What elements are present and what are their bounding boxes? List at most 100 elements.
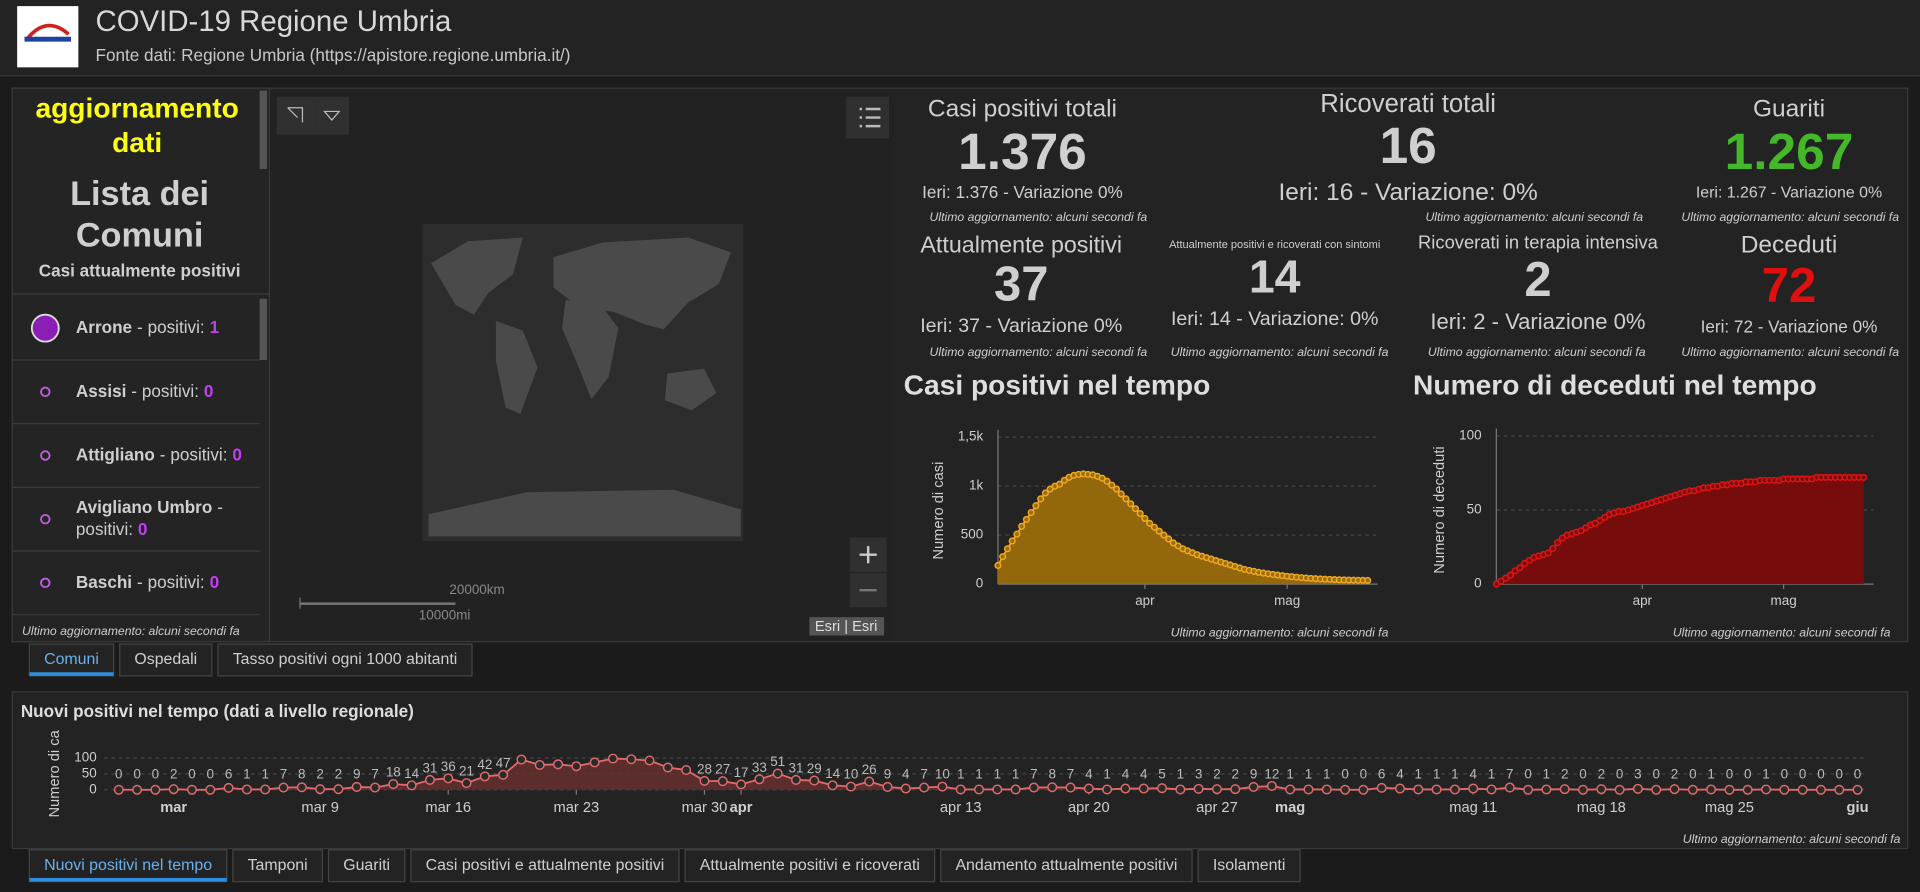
point xyxy=(1138,783,1149,794)
data-label: 3 xyxy=(1195,767,1202,782)
tab[interactable]: Attualmente positivi e ricoverati xyxy=(684,849,936,883)
data-label: 3 xyxy=(1634,767,1641,782)
x-tick-label: apr xyxy=(730,800,753,816)
data-label: 8 xyxy=(1048,767,1055,782)
dropdown-button[interactable] xyxy=(315,96,349,135)
header-subtitle: Fonte dati: Regione Umbria (https://apis… xyxy=(96,45,571,65)
point xyxy=(1193,783,1204,794)
point xyxy=(1008,537,1016,545)
tab[interactable]: Comuni xyxy=(28,643,115,677)
tab[interactable]: Nuovi positivi nel tempo xyxy=(28,849,228,883)
data-label: 1 xyxy=(1103,767,1110,782)
data-label: 27 xyxy=(715,762,730,777)
data-label: 9 xyxy=(884,767,891,782)
tab[interactable]: Isolamenti xyxy=(1197,849,1301,883)
data-label: 1 xyxy=(994,767,1001,782)
x-tick-label: mar xyxy=(160,800,187,816)
point xyxy=(1596,784,1607,795)
list-subtitle: Casi attualmente positivi xyxy=(39,260,241,280)
point xyxy=(845,781,856,792)
sidebar-heading: dati xyxy=(112,127,162,158)
attribution: Esri | Esri xyxy=(815,619,878,635)
point xyxy=(1285,784,1296,795)
data-label: 0 xyxy=(207,767,214,782)
point xyxy=(1860,473,1868,481)
comune-label: positivi: xyxy=(148,571,205,591)
point xyxy=(132,784,143,795)
tab-box xyxy=(410,849,680,883)
data-label: 2 xyxy=(170,767,177,782)
data-label: 10 xyxy=(935,767,950,782)
point xyxy=(1018,522,1026,530)
y-tick-label: 500 xyxy=(961,527,983,542)
point xyxy=(479,771,490,782)
data-label: 7 xyxy=(1067,767,1074,782)
data-label: 2 xyxy=(1561,767,1568,782)
point xyxy=(1230,784,1241,795)
x-tick-label: mar 23 xyxy=(553,800,599,816)
data-label: 1 xyxy=(1323,767,1330,782)
data-label: 7 xyxy=(280,767,287,782)
point xyxy=(1724,784,1735,795)
data-label: 4 xyxy=(902,767,910,782)
area xyxy=(118,758,1858,790)
x-tick-label: apr xyxy=(1135,593,1155,608)
data-label: 4 xyxy=(1469,767,1477,782)
indicator-subtitle: Ieri: 1.376 - Variazione 0% xyxy=(922,182,1123,202)
indicator-value: 72 xyxy=(1762,259,1816,313)
point xyxy=(1103,477,1111,485)
dropdown-icon xyxy=(323,110,341,121)
tab-box xyxy=(119,643,213,677)
point xyxy=(644,755,655,766)
point xyxy=(1022,515,1030,523)
point xyxy=(1003,545,1011,553)
tab[interactable]: Tamponi xyxy=(232,849,324,883)
separator: - xyxy=(217,497,223,517)
data-label: 12 xyxy=(1264,767,1279,782)
indicator-value: 37 xyxy=(994,258,1048,312)
sidebar-heading: aggiornamento xyxy=(35,93,238,124)
x-tick-label: mar 30 xyxy=(682,800,728,816)
zoom-in-icon xyxy=(859,546,877,564)
tab-box xyxy=(28,849,228,883)
point xyxy=(1486,784,1497,795)
tab[interactable]: Ospedali xyxy=(119,643,213,677)
tab[interactable]: Andamento attualmente positivi xyxy=(940,849,1193,883)
data-label: 1 xyxy=(975,767,982,782)
point xyxy=(296,782,307,793)
x-tick-label: apr 27 xyxy=(1196,800,1238,816)
x-tick-label: giu xyxy=(1847,800,1869,816)
separator: - xyxy=(131,380,137,400)
point xyxy=(999,553,1007,561)
data-label: 1 xyxy=(1012,767,1019,782)
data-label: 0 xyxy=(1726,767,1733,782)
indicator-subtitle: Ieri: 1.267 - Variazione 0% xyxy=(1696,185,1882,202)
data-label: 4 xyxy=(1140,767,1148,782)
data-label: 1 xyxy=(1488,767,1495,782)
tab[interactable]: Tasso positivi ogni 1000 abitanti xyxy=(217,643,473,677)
data-label: 42 xyxy=(477,757,492,772)
data-label: 29 xyxy=(807,761,822,776)
point xyxy=(589,757,600,768)
indicator-value: 14 xyxy=(1249,251,1301,303)
data-label: 14 xyxy=(825,766,840,781)
tab[interactable]: Casi positivi e attualmente positivi xyxy=(410,849,680,883)
comune-symbol xyxy=(40,577,51,589)
point xyxy=(1157,783,1168,794)
comune-symbol xyxy=(40,450,51,461)
data-label: 9 xyxy=(353,767,360,782)
y-tick-label: 1k xyxy=(969,478,983,493)
tab[interactable]: Guariti xyxy=(327,849,406,883)
point xyxy=(1211,784,1222,795)
data-label: 21 xyxy=(459,764,474,779)
data-label: 1 xyxy=(1762,767,1769,782)
point xyxy=(1544,549,1552,557)
data-label: 2 xyxy=(335,767,342,782)
x-tick-label: mar 16 xyxy=(425,800,471,816)
tab-box xyxy=(217,643,473,677)
point xyxy=(241,784,252,795)
data-label: 0 xyxy=(133,767,140,782)
chart-footer: Ultimo aggiornamento: alcuni secondi fa xyxy=(1171,625,1389,639)
